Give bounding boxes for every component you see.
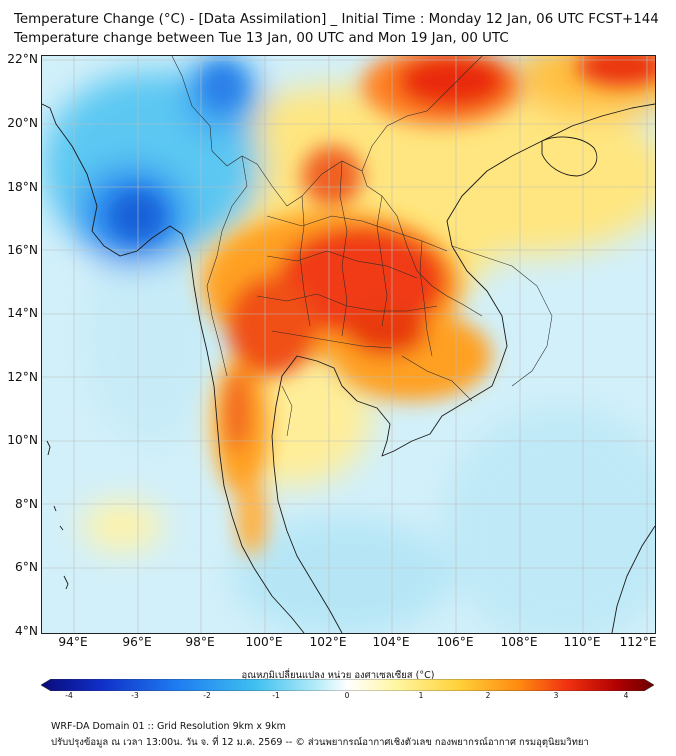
colorbar-tick-label: 1 [418, 691, 424, 700]
colorbar-tick-label: 3 [553, 691, 559, 700]
lat-tick-label: 16°N [7, 243, 38, 257]
temperature-change-map [41, 55, 656, 634]
colorbar-tick-label: -1 [272, 691, 280, 700]
lon-tick-label: 98°E [185, 635, 215, 649]
lat-tick-label: 22°N [7, 52, 38, 66]
lon-tick-label: 112°E [619, 635, 657, 649]
colorbar-tick-label: -4 [65, 691, 73, 700]
lat-tick-label: 6°N [15, 560, 38, 574]
lon-tick-label: 108°E [500, 635, 538, 649]
lon-tick-label: 110°E [563, 635, 601, 649]
lon-tick-label: 96°E [122, 635, 152, 649]
lon-tick-label: 102°E [309, 635, 347, 649]
lon-tick-label: 100°E [245, 635, 283, 649]
map-title: Temperature Change (°C) - [Data Assimila… [14, 12, 659, 27]
lat-tick-label: 4°N [15, 624, 38, 638]
colorbar-title: อุณหภูมิเปลี่ยนแปลง หน่วย องศาเซลเซียส (… [241, 670, 435, 681]
lat-tick-label: 12°N [7, 370, 38, 384]
lat-tick-label: 8°N [15, 497, 38, 511]
lat-tick-label: 18°N [7, 180, 38, 194]
colorbar-tick-label: -2 [203, 691, 211, 700]
footer-model-info: WRF-DA Domain 01 :: Grid Resolution 9km … [51, 721, 286, 732]
lat-tick-label: 10°N [7, 433, 38, 447]
lon-tick-label: 94°E [58, 635, 88, 649]
colorbar-tick-label: 4 [623, 691, 629, 700]
colorbar [41, 679, 654, 691]
map-subtitle: Temperature change between Tue 13 Jan, 0… [14, 31, 509, 46]
lat-tick-label: 14°N [7, 306, 38, 320]
colorbar-tick-label: 2 [485, 691, 491, 700]
footer-credit: ปรับปรุงข้อมูล ณ เวลา 13:00น. วัน จ. ที่… [51, 737, 589, 748]
colorbar-tick-label: 0 [344, 691, 350, 700]
lat-tick-label: 20°N [7, 116, 38, 130]
lon-tick-label: 104°E [372, 635, 410, 649]
lon-tick-label: 106°E [436, 635, 474, 649]
colorbar-tick-label: -3 [131, 691, 139, 700]
